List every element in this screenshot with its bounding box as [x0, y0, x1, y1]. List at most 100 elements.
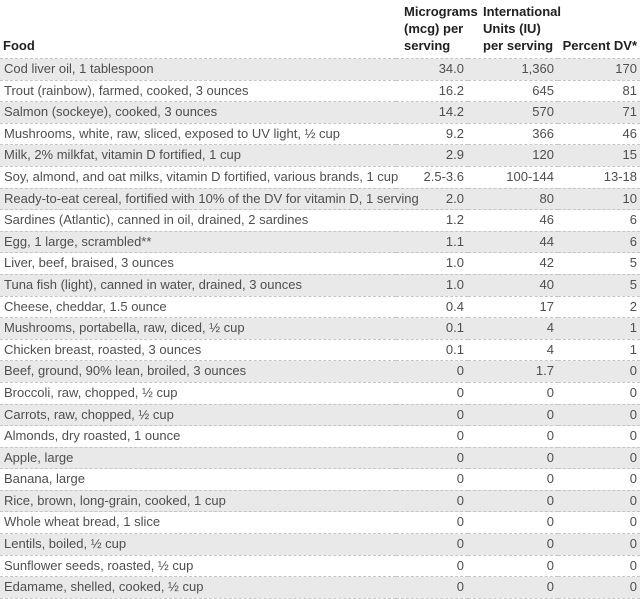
mcg-cell: 1.2	[396, 209, 468, 232]
mcg-cell: 1.1	[396, 231, 468, 254]
column-header-food: Food	[3, 38, 35, 53]
mcg-cell: 9.2	[396, 123, 468, 146]
dv-cell: 81	[558, 80, 640, 103]
iu-cell: 366	[468, 123, 558, 146]
food-cell: Cod liver oil, 1 tablespoon	[0, 58, 396, 81]
table-row: Liver, beef, braised, 3 ounces 1.0 42 5	[0, 252, 640, 275]
dv-cell: 0	[558, 382, 640, 405]
iu-cell: 0	[468, 382, 558, 405]
food-cell: Soy, almond, and oat milks, vitamin D fo…	[0, 166, 398, 189]
dv-cell: 0	[558, 360, 640, 383]
dv-cell: 0	[558, 511, 640, 535]
mcg-cell: 0.4	[396, 296, 468, 319]
iu-cell: 17	[468, 296, 558, 319]
table-row: Apple, large 0 0 0	[0, 447, 640, 470]
food-cell: Mushrooms, portabella, raw, diced, ½ cup	[0, 317, 396, 340]
table-row: Sardines (Atlantic), canned in oil, drai…	[0, 209, 640, 232]
food-cell: Almonds, dry roasted, 1 ounce	[0, 425, 396, 448]
iu-cell: 0	[468, 555, 558, 578]
dv-cell: 1	[558, 317, 640, 340]
table-row: Soy, almond, and oat milks, vitamin D fo…	[0, 166, 640, 189]
table-row: Mushrooms, white, raw, sliced, exposed t…	[0, 123, 640, 146]
dv-cell: 5	[558, 252, 640, 275]
table-body: Cod liver oil, 1 tablespoon 34.0 1,360 170 T…	[0, 58, 640, 599]
food-cell: Liver, beef, braised, 3 ounces	[0, 252, 396, 275]
iu-cell: 0	[468, 490, 558, 513]
dv-cell: 6	[558, 231, 640, 254]
mcg-cell: 16.2	[396, 80, 468, 103]
mcg-cell: 0.1	[396, 339, 468, 362]
table-row: Trout (rainbow), farmed, cooked, 3 ounce…	[0, 80, 640, 103]
food-cell: Banana, large	[0, 468, 396, 491]
table-row: Almonds, dry roasted, 1 ounce 0 0 0	[0, 425, 640, 448]
iu-cell: 0	[468, 447, 558, 470]
dv-cell: 0	[558, 468, 640, 491]
mcg-cell: 0	[396, 382, 468, 405]
column-header-micrograms: Micrograms (mcg) per serving	[396, 0, 478, 59]
food-cell: Tuna fish (light), canned in water, drai…	[0, 274, 396, 297]
table-row: Edamame, shelled, cooked, ½ cup 0 0 0	[0, 576, 640, 599]
iu-cell: 42	[468, 252, 558, 275]
food-cell: Sardines (Atlantic), canned in oil, drai…	[0, 209, 396, 232]
mcg-cell: 0.1	[396, 317, 468, 340]
food-cell: Apple, large	[0, 447, 396, 470]
dv-cell: 46	[558, 123, 640, 146]
iu-cell: 40	[468, 274, 558, 297]
dv-cell: 0	[558, 490, 640, 513]
table-row: Mushrooms, portabella, raw, diced, ½ cup…	[0, 317, 640, 340]
column-header-international-units: International Units (IU) per serving	[468, 0, 561, 59]
table-row: Egg, 1 large, scrambled** 1.1 44 6	[0, 231, 640, 254]
iu-cell: 44	[468, 231, 558, 254]
mcg-cell: 1.0	[396, 252, 468, 275]
dv-cell: 0	[558, 533, 640, 556]
dv-cell: 0	[558, 447, 640, 470]
table-row: Lentils, boiled, ½ cup 0 0 0	[0, 533, 640, 556]
food-cell: Sunflower seeds, roasted, ½ cup	[0, 555, 396, 578]
food-cell: Edamame, shelled, cooked, ½ cup	[0, 576, 396, 599]
iu-cell: 100-144	[468, 166, 558, 189]
mcg-cell: 1.0	[396, 274, 468, 297]
iu-cell: 570	[468, 101, 558, 124]
table-row: Beef, ground, 90% lean, broiled, 3 ounce…	[0, 360, 640, 383]
mcg-cell: 0	[396, 447, 468, 470]
mcg-cell: 0	[396, 555, 468, 578]
food-cell: Salmon (sockeye), cooked, 3 ounces	[0, 101, 396, 124]
iu-cell: 4	[468, 339, 558, 362]
mcg-cell: 14.2	[396, 101, 468, 124]
dv-cell: 2	[558, 296, 640, 319]
food-cell: Cheese, cheddar, 1.5 ounce	[0, 296, 396, 319]
table-row: Broccoli, raw, chopped, ½ cup 0 0 0	[0, 382, 640, 405]
mcg-cell: 0	[396, 511, 468, 535]
table-row: Milk, 2% milkfat, vitamin D fortified, 1…	[0, 144, 640, 167]
iu-cell: 0	[468, 425, 558, 448]
food-cell: Broccoli, raw, chopped, ½ cup	[0, 382, 396, 405]
table-row: Chicken breast, roasted, 3 ounces 0.1 4 1	[0, 339, 640, 362]
table-row: Tuna fish (light), canned in water, drai…	[0, 274, 640, 297]
mcg-cell: 0	[396, 490, 468, 513]
iu-cell: 120	[468, 144, 558, 167]
dv-cell: 1	[558, 339, 640, 362]
dv-cell: 0	[558, 555, 640, 578]
header-line: Units (IU)	[483, 21, 541, 36]
mcg-cell: 0	[396, 404, 468, 427]
food-cell: Carrots, raw, chopped, ½ cup	[0, 404, 396, 427]
food-cell: Rice, brown, long-grain, cooked, 1 cup	[0, 490, 396, 513]
table-row: Salmon (sockeye), cooked, 3 ounces 14.2 57…	[0, 101, 640, 124]
table-row: Carrots, raw, chopped, ½ cup 0 0 0	[0, 404, 640, 427]
table-row: Rice, brown, long-grain, cooked, 1 cup 0 0…	[0, 490, 640, 513]
iu-cell: 0	[468, 576, 558, 599]
iu-cell: 80	[468, 188, 558, 211]
mcg-cell: 2.0	[396, 188, 468, 211]
iu-cell: 0	[468, 511, 558, 535]
dv-cell: 6	[558, 209, 640, 232]
table-row: Cod liver oil, 1 tablespoon 34.0 1,360 170	[0, 58, 640, 81]
dv-cell: 71	[558, 101, 640, 124]
food-cell: Ready-to-eat cereal, fortified with 10% …	[0, 188, 419, 211]
food-cell: Chicken breast, roasted, 3 ounces	[0, 339, 396, 362]
header-line: (mcg) per	[404, 21, 464, 36]
dv-cell: 10	[558, 188, 640, 211]
dv-cell: 0	[558, 425, 640, 448]
iu-cell: 0	[468, 533, 558, 556]
iu-cell: 1,360	[468, 58, 558, 81]
